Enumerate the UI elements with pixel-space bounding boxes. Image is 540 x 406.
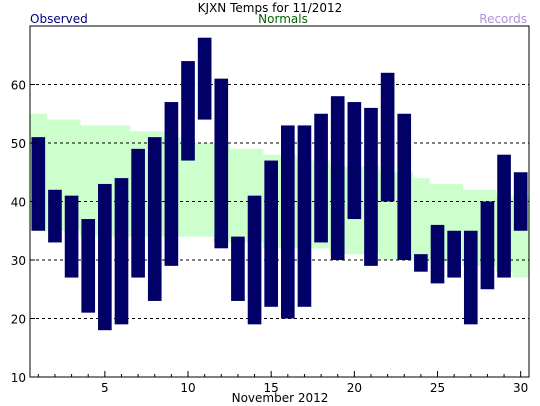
x-tick-label-25: 25 xyxy=(430,381,445,395)
y-tick-label-60: 60 xyxy=(11,79,26,93)
observed-bar-day-21 xyxy=(364,107,378,266)
observed-bar-day-2 xyxy=(48,189,62,243)
observed-bar-day-24 xyxy=(414,254,428,272)
x-tick-label-15: 15 xyxy=(264,381,279,395)
observed-bar-day-9 xyxy=(164,102,179,266)
observed-bar-day-30 xyxy=(513,172,528,231)
y-tick-label-10: 10 xyxy=(11,371,26,385)
observed-bar-day-27 xyxy=(463,230,478,325)
observed-bar-day-4 xyxy=(81,219,96,313)
x-tick-label-5: 5 xyxy=(101,381,109,395)
legend-observed: Observed xyxy=(30,12,88,26)
x-axis-label: November 2012 xyxy=(232,391,329,405)
observed-bar-day-15 xyxy=(264,160,279,307)
observed-bar-day-7 xyxy=(131,148,145,278)
y-tick-label-20: 20 xyxy=(11,313,26,327)
observed-bar-day-1 xyxy=(31,137,46,231)
y-tick-label-40: 40 xyxy=(11,196,26,210)
legend-records: Records xyxy=(479,12,527,26)
observed-bars xyxy=(31,37,528,331)
y-axis: 10 20 30 40 50 60 xyxy=(11,79,35,385)
y-tick-label-50: 50 xyxy=(11,137,26,151)
observed-bar-day-29 xyxy=(497,154,511,278)
normal-range-day-13 xyxy=(229,148,247,243)
observed-bar-day-12 xyxy=(214,78,229,249)
x-tick-label-10: 10 xyxy=(180,381,195,395)
observed-bar-day-28 xyxy=(480,201,495,290)
observed-bar-day-16 xyxy=(280,125,295,319)
observed-bar-day-5 xyxy=(98,183,112,331)
y-tick-label-30: 30 xyxy=(11,254,26,268)
observed-bar-day-25 xyxy=(430,224,445,284)
observed-bar-day-17 xyxy=(297,125,312,307)
x-tick-label-30: 30 xyxy=(513,381,528,395)
observed-bar-day-14 xyxy=(247,195,262,325)
observed-bar-day-6 xyxy=(114,178,129,325)
observed-bar-day-26 xyxy=(447,230,461,278)
observed-bar-day-3 xyxy=(64,195,79,278)
normal-range-day-11 xyxy=(196,143,214,237)
normal-range-day-10 xyxy=(179,143,197,237)
x-tick-label-20: 20 xyxy=(347,381,362,395)
observed-bar-day-11 xyxy=(197,37,212,120)
chart-title: KJXN Temps for 11/2012 xyxy=(198,1,343,15)
legend-normals: Normals xyxy=(258,12,308,26)
observed-bar-day-19 xyxy=(330,96,345,260)
observed-bar-day-8 xyxy=(147,137,162,301)
grid-lines xyxy=(30,84,529,319)
observed-bar-day-18 xyxy=(314,113,328,243)
observed-bar-day-13 xyxy=(231,236,245,301)
x-axis: 5 10 15 20 25 30 xyxy=(37,371,528,395)
observed-bar-day-22 xyxy=(380,72,395,202)
observed-bar-day-10 xyxy=(181,61,195,161)
observed-bar-day-23 xyxy=(397,113,412,260)
normal-range-day-4 xyxy=(79,125,98,237)
normal-range-day-24 xyxy=(412,178,430,260)
observed-bar-day-20 xyxy=(347,102,362,220)
